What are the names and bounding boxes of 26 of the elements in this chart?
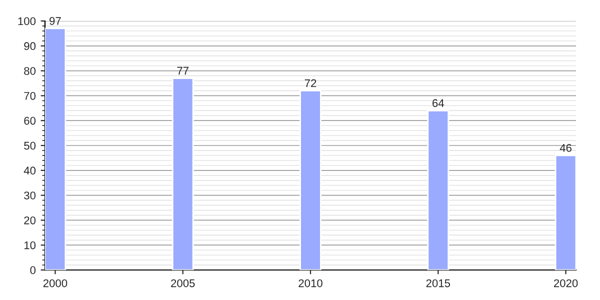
- y-tick-label: 70: [24, 92, 36, 100]
- bar: [427, 110, 450, 270]
- bar: [300, 90, 322, 270]
- y-tick-label: 50: [24, 142, 36, 150]
- y-tick-label: 10: [24, 241, 36, 250]
- y-tick-label: 30: [24, 192, 36, 200]
- x-tick-label: 2010: [298, 279, 322, 288]
- data-label: 72: [304, 79, 316, 88]
- y-tick-label: 20: [24, 216, 36, 224]
- x-tick-label: 2000: [43, 279, 68, 288]
- x-tick-label: 2015: [426, 279, 450, 288]
- y-tick-label: 80: [24, 67, 36, 75]
- x-tick-label: 2005: [171, 279, 195, 288]
- bar: [172, 78, 194, 270]
- x-tick-label: 2020: [554, 279, 578, 288]
- data-label: 46: [560, 144, 572, 152]
- y-tick-label: 100: [18, 17, 36, 26]
- y-tick-label: 0: [30, 266, 36, 274]
- y-tick-label: 60: [24, 116, 36, 125]
- data-label: 77: [177, 66, 188, 75]
- data-label: 64: [432, 99, 444, 108]
- data-label: 97: [50, 17, 61, 25]
- bar: [554, 154, 576, 270]
- bar: [45, 28, 66, 270]
- y-tick-label: 90: [24, 42, 36, 50]
- y-tick-label: 40: [24, 166, 36, 175]
